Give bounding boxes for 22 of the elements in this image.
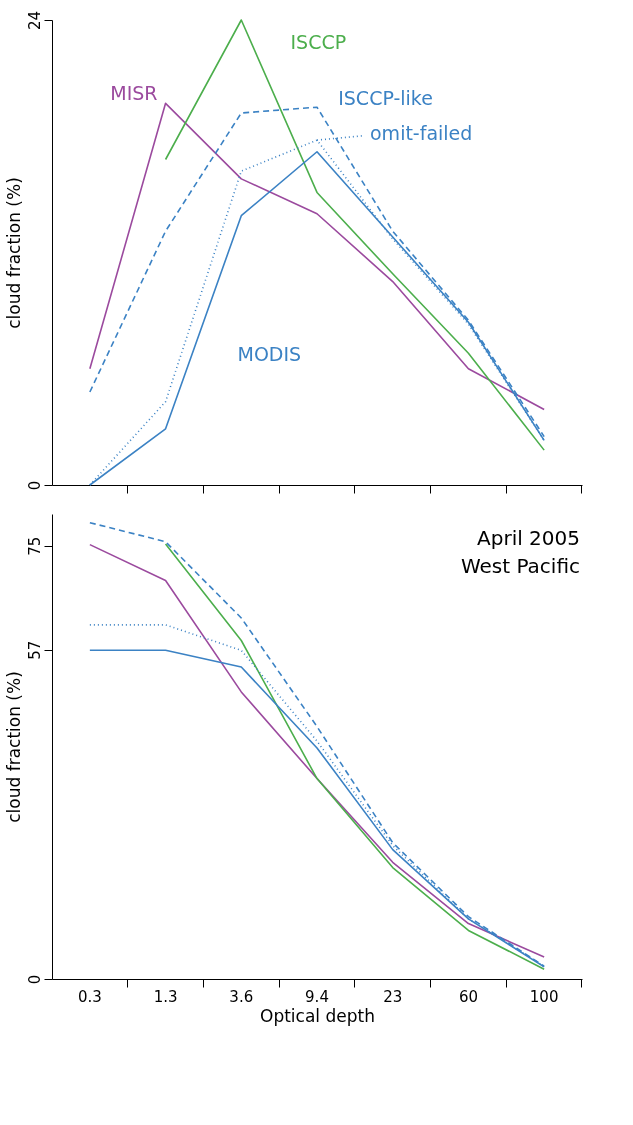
y-axis-title: cloud fraction (%) [3, 177, 24, 329]
y-tick-label: 57 [25, 640, 44, 660]
legend-label: omit-failed [370, 121, 473, 144]
y-tick-label: 0 [25, 480, 44, 491]
x-tick-label: 9.4 [305, 987, 329, 1006]
x-tick-label: 0.3 [77, 987, 102, 1006]
series-label: MISR [110, 82, 158, 105]
x-tick-label: 23 [383, 987, 403, 1006]
series-label: ISCCP [290, 30, 347, 53]
annotation: West Pacific [460, 554, 580, 578]
x-tick-label: 100 [529, 987, 559, 1006]
y-tick-label: 75 [25, 536, 44, 556]
x-axis-title: Optical depth [260, 1005, 375, 1026]
annotation: April 2005 [477, 526, 580, 550]
x-tick-label: 1.3 [153, 987, 178, 1006]
y-axis-title: cloud fraction (%) [3, 671, 24, 823]
x-tick-label: 60 [458, 987, 478, 1006]
text: MODIS [237, 342, 302, 365]
series-label: ISCCP-like [338, 86, 433, 109]
y-tick-label: 0 [25, 974, 44, 985]
y-tick-label: 24 [25, 10, 44, 31]
x-tick-label: 3.6 [229, 987, 254, 1006]
